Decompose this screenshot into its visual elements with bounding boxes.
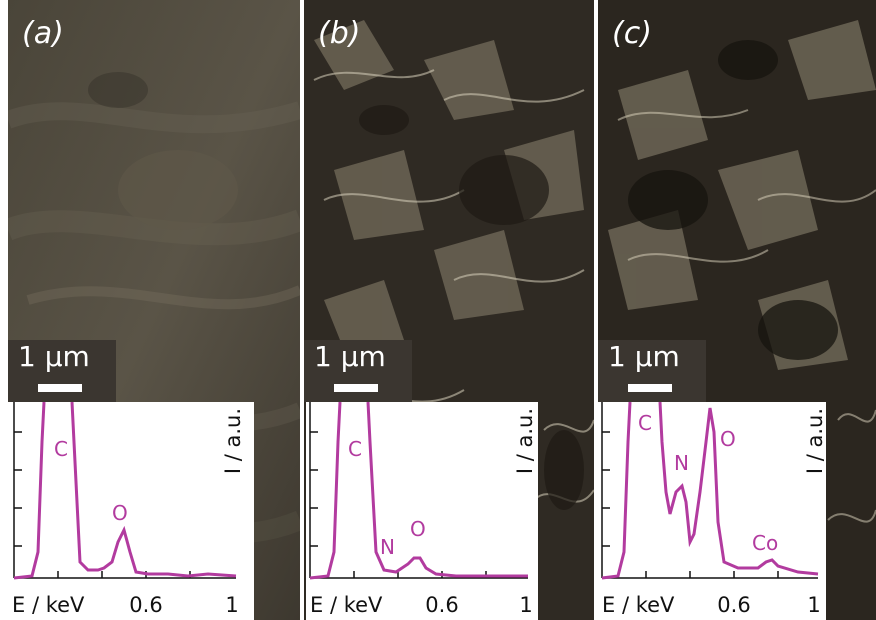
scale-bar-text-b: 1 µm	[314, 340, 386, 373]
peak-label-c-b: C	[348, 437, 362, 461]
eds-spectrum-a: C O I / a.u. E / keV 0.6 1	[8, 402, 254, 620]
spectrum-line-a	[13, 402, 237, 580]
x-tick-0-6-c: 0.6	[717, 593, 750, 617]
sem-panel-c: (c) 1 µm C N O Co I / a.u. E / keV 0.6 1	[598, 0, 876, 620]
eds-spectrum-c: C N O Co I / a.u. E / keV 0.6 1	[598, 402, 826, 620]
x-axis-label-a: E / keV	[12, 593, 85, 617]
panel-label-c: (c)	[612, 16, 652, 51]
scale-bar-b: 1 µm	[304, 340, 412, 402]
sem-panel-a: (a) 1 µm C O I / a.u. E / keV 0.6 1	[8, 0, 300, 620]
scale-bar-c: 1 µm	[598, 340, 706, 402]
x-axis-label-c: E / keV	[602, 593, 675, 617]
scale-bar-line-a	[38, 384, 82, 392]
peak-label-c-c: C	[638, 411, 652, 435]
sem-panel-b: (b) 1 µm C N O I / a.u. E / keV 0.6 1	[304, 0, 594, 620]
scale-bar-a: 1 µm	[8, 340, 116, 402]
eds-plot-b: C N O I / a.u. E / keV 0.6 1	[309, 402, 537, 617]
spectrum-line-c	[601, 402, 819, 580]
x-tick-1-a: 1	[225, 593, 238, 617]
x-tick-1-b: 1	[519, 593, 532, 617]
peak-label-n-b: N	[380, 535, 395, 559]
x-tick-0-6-b: 0.6	[425, 593, 458, 617]
x-tick-1-c: 1	[807, 593, 820, 617]
x-axis-label-b: E / keV	[310, 593, 383, 617]
peak-label-c-a: C	[54, 437, 68, 461]
panel-label-a: (a)	[22, 16, 64, 51]
peak-label-co-c: Co	[752, 531, 778, 555]
peak-label-n-c: N	[674, 451, 689, 475]
y-axis-label-b: I / a.u.	[513, 408, 537, 474]
scale-bar-line-b	[334, 384, 378, 392]
scale-bar-text-c: 1 µm	[608, 340, 680, 373]
y-axis-label-c: I / a.u.	[803, 408, 826, 474]
peak-label-o-b: O	[410, 517, 426, 541]
eds-spectrum-b: C N O I / a.u. E / keV 0.6 1	[306, 402, 538, 620]
x-tick-0-6-a: 0.6	[129, 593, 162, 617]
eds-plot-c: C N O Co I / a.u. E / keV 0.6 1	[601, 402, 826, 617]
scale-bar-line-c	[628, 384, 672, 392]
scale-bar-text-a: 1 µm	[18, 340, 90, 373]
panel-label-b: (b)	[318, 16, 361, 51]
peak-label-o-a: O	[112, 501, 128, 525]
y-axis-label-a: I / a.u.	[221, 408, 245, 474]
eds-plot-a: C O I / a.u. E / keV 0.6 1	[12, 402, 245, 617]
peak-label-o-c: O	[720, 427, 736, 451]
spectrum-line-b	[309, 402, 528, 580]
